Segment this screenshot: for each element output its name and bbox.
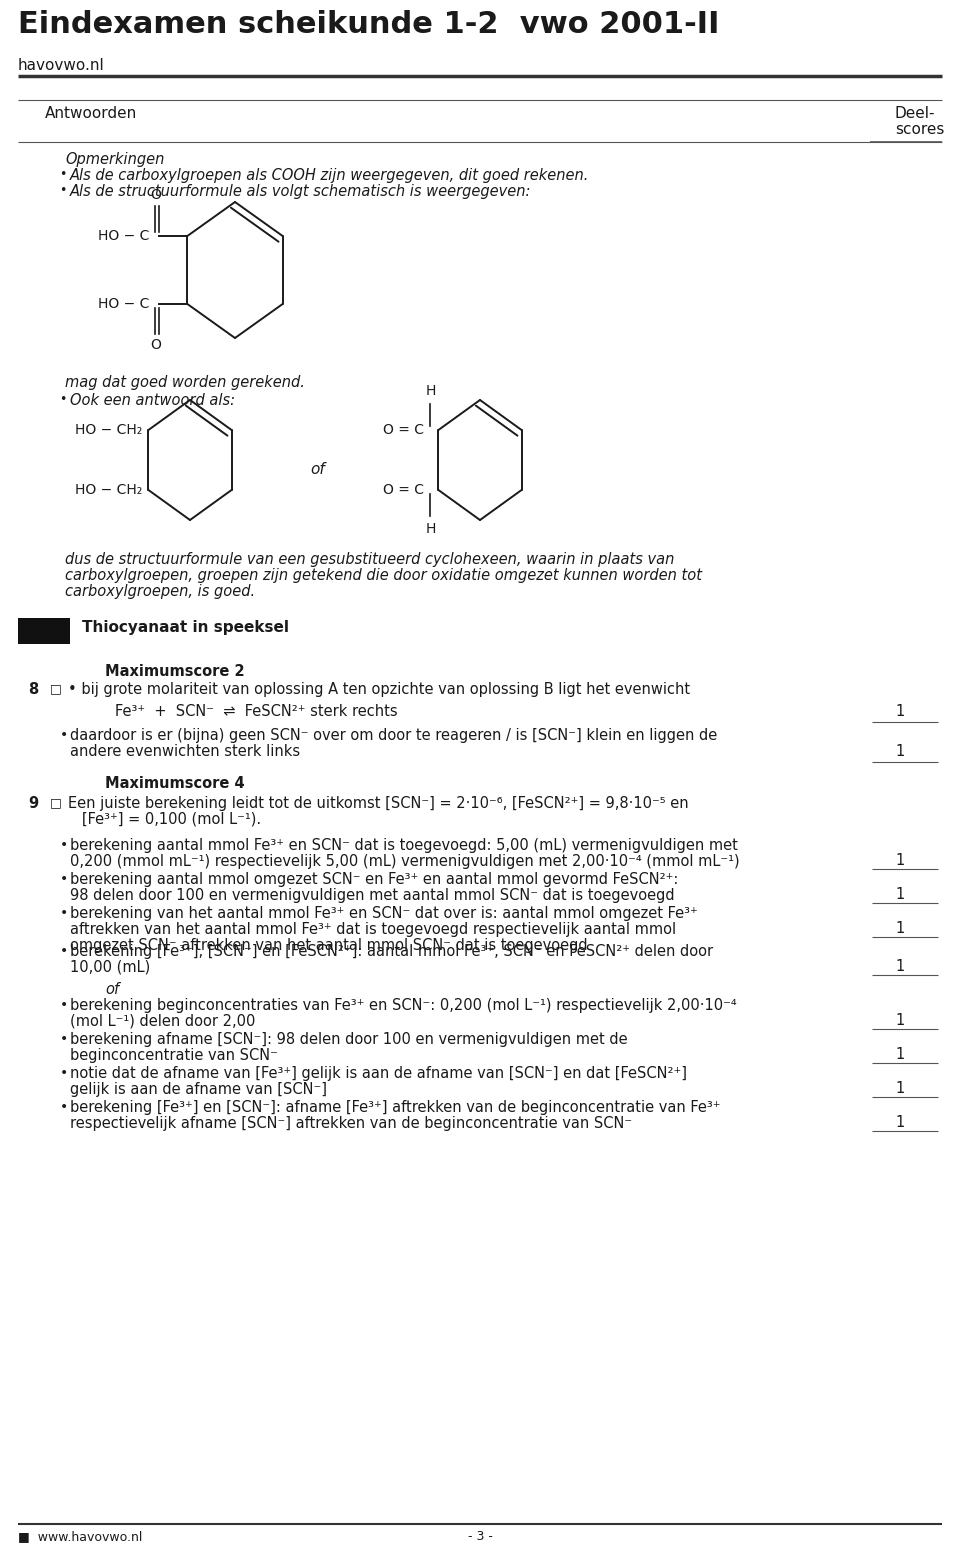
Text: Als de structuurformule als volgt schematisch is weergegeven:: Als de structuurformule als volgt schema… [70,185,532,199]
Text: HO − C: HO − C [98,296,150,310]
Text: •: • [60,1100,68,1114]
Text: 0,200 (mmol mL⁻¹) respectievelijk 5,00 (mL) vermenigvuldigen met 2,00·10⁻⁴ (mmol: 0,200 (mmol mL⁻¹) respectievelijk 5,00 (… [70,854,739,869]
Text: Eindexamen scheikunde 1-2  vwo 2001-II: Eindexamen scheikunde 1-2 vwo 2001-II [18,9,719,39]
Text: berekening aantal mmol omgezet SCN⁻ en Fe³⁺ en aantal mmol gevormd FeSCN²⁺:: berekening aantal mmol omgezet SCN⁻ en F… [70,872,679,888]
Text: 9: 9 [28,796,38,812]
Text: omgezet SCN⁻ aftrekken van het aantal mmol SCN⁻ dat is toegevoegd: omgezet SCN⁻ aftrekken van het aantal mm… [70,937,588,953]
Text: H: H [425,521,436,535]
Text: •: • [60,998,68,1012]
Text: aftrekken van het aantal mmol Fe³⁺ dat is toegevoegd respectievelijk aantal mmol: aftrekken van het aantal mmol Fe³⁺ dat i… [70,922,676,937]
Text: carboxylgroepen, groepen zijn getekend die door oxidatie omgezet kunnen worden t: carboxylgroepen, groepen zijn getekend d… [65,568,702,584]
Text: berekening aantal mmol Fe³⁺ en SCN⁻ dat is toegevoegd: 5,00 (mL) vermenigvuldige: berekening aantal mmol Fe³⁺ en SCN⁻ dat … [70,838,738,854]
Text: (mol L⁻¹) delen door 2,00: (mol L⁻¹) delen door 2,00 [70,1013,255,1029]
Text: Als de carboxylgroepen als COOH zijn weergegeven, dit goed rekenen.: Als de carboxylgroepen als COOH zijn wee… [70,168,589,183]
Text: Antwoorden: Antwoorden [45,106,137,121]
Text: Ook een antwoord als:: Ook een antwoord als: [70,393,235,408]
Text: □: □ [50,681,61,695]
Text: 1: 1 [896,705,904,719]
Text: carboxylgroepen, is goed.: carboxylgroepen, is goed. [65,584,255,599]
Text: 98 delen door 100 en vermenigvuldigen met aantal mmol SCN⁻ dat is toegevoegd: 98 delen door 100 en vermenigvuldigen me… [70,888,675,903]
Text: Fe³⁺  +  SCN⁻  ⇌  FeSCN²⁺ sterk rechts: Fe³⁺ + SCN⁻ ⇌ FeSCN²⁺ sterk rechts [115,705,397,719]
Text: 1: 1 [896,888,904,902]
Text: •: • [60,838,68,852]
Text: 1: 1 [896,1048,904,1062]
Text: 1: 1 [896,1013,904,1027]
Text: mag dat goed worden gerekend.: mag dat goed worden gerekend. [65,376,305,390]
Text: beginconcentratie van SCN⁻: beginconcentratie van SCN⁻ [70,1048,277,1063]
Text: •: • [60,944,68,958]
Text: HO − CH₂: HO − CH₂ [75,483,142,497]
Text: •: • [59,168,66,182]
Text: berekening van het aantal mmol Fe³⁺ en SCN⁻ dat over is: aantal mmol omgezet Fe³: berekening van het aantal mmol Fe³⁺ en S… [70,906,698,920]
Text: 1: 1 [896,920,904,936]
Text: gelijk is aan de afname van [SCN⁻]: gelijk is aan de afname van [SCN⁻] [70,1082,327,1097]
Text: Deel-: Deel- [895,106,935,121]
Text: 1: 1 [896,959,904,975]
Text: berekening [Fe³⁺], [SCN⁻] en [FeSCN²⁺]: aantal mmol Fe³⁺, SCN⁻ en FeSCN²⁺ delen : berekening [Fe³⁺], [SCN⁻] en [FeSCN²⁺]: … [70,944,713,959]
Text: berekening [Fe³⁺] en [SCN⁻]: afname [Fe³⁺] aftrekken van de beginconcentratie va: berekening [Fe³⁺] en [SCN⁻]: afname [Fe³… [70,1100,721,1114]
Text: O = C: O = C [383,424,424,438]
Text: of: of [310,462,324,476]
Text: berekening afname [SCN⁻]: 98 delen door 100 en vermenigvuldigen met de: berekening afname [SCN⁻]: 98 delen door … [70,1032,628,1048]
Text: •: • [60,1066,68,1080]
Text: O: O [150,338,161,352]
Text: O: O [150,188,161,202]
Text: [Fe³⁺] = 0,100 (mol L⁻¹).: [Fe³⁺] = 0,100 (mol L⁻¹). [68,812,261,827]
Bar [18,618,70,644]
Text: O = C: O = C [383,483,424,497]
Text: 10,00 (mL): 10,00 (mL) [70,961,151,975]
Text: •: • [60,1032,68,1046]
Text: Maximumscore 4: Maximumscore 4 [105,776,245,792]
Text: 1: 1 [896,743,904,759]
Text: Maximumscore 2: Maximumscore 2 [105,664,245,680]
Text: Een juiste berekening leidt tot de uitkomst [SCN⁻] = 2·10⁻⁶, [FeSCN²⁺] = 9,8·10⁻: Een juiste berekening leidt tot de uitko… [68,796,688,812]
Text: daardoor is er (bijna) geen SCN⁻ over om door te reageren / is [SCN⁻] klein en l: daardoor is er (bijna) geen SCN⁻ over om… [70,728,717,743]
Text: •: • [59,185,66,197]
Text: Thiocyanaat in speeksel: Thiocyanaat in speeksel [82,619,289,635]
Text: of: of [105,982,119,996]
Text: •: • [60,906,68,920]
Text: ■  www.havovwo.nl: ■ www.havovwo.nl [18,1530,142,1543]
Text: - 3 -: - 3 - [468,1530,492,1543]
Text: andere evenwichten sterk links: andere evenwichten sterk links [70,743,300,759]
Text: H: H [425,383,436,397]
Text: • bij grote molariteit van oplossing A ten opzichte van oplossing B ligt het eve: • bij grote molariteit van oplossing A t… [68,681,690,697]
Text: 1: 1 [896,1114,904,1130]
Text: 1: 1 [896,1082,904,1096]
Text: berekening beginconcentraties van Fe³⁺ en SCN⁻: 0,200 (mol L⁻¹) respectievelijk : berekening beginconcentraties van Fe³⁺ e… [70,998,736,1013]
Text: Opmerkingen: Opmerkingen [65,152,164,168]
Text: □: □ [50,796,61,809]
Text: HO − C: HO − C [98,230,150,244]
Text: scores: scores [895,123,945,137]
Text: 8: 8 [28,681,38,697]
Text: notie dat de afname van [Fe³⁺] gelijk is aan de afname van [SCN⁻] en dat [FeSCN²: notie dat de afname van [Fe³⁺] gelijk is… [70,1066,687,1082]
Text: 1: 1 [896,854,904,868]
Text: •: • [59,393,66,407]
Text: respectievelijk afname [SCN⁻] aftrekken van de beginconcentratie van SCN⁻: respectievelijk afname [SCN⁻] aftrekken … [70,1116,632,1131]
Text: •: • [60,872,68,886]
Text: HO − CH₂: HO − CH₂ [75,424,142,438]
Text: dus de structuurformule van een gesubstitueerd cyclohexeen, waarin in plaats van: dus de structuurformule van een gesubsti… [65,553,674,566]
Text: •: • [60,728,68,742]
Text: havovwo.nl: havovwo.nl [18,57,105,73]
